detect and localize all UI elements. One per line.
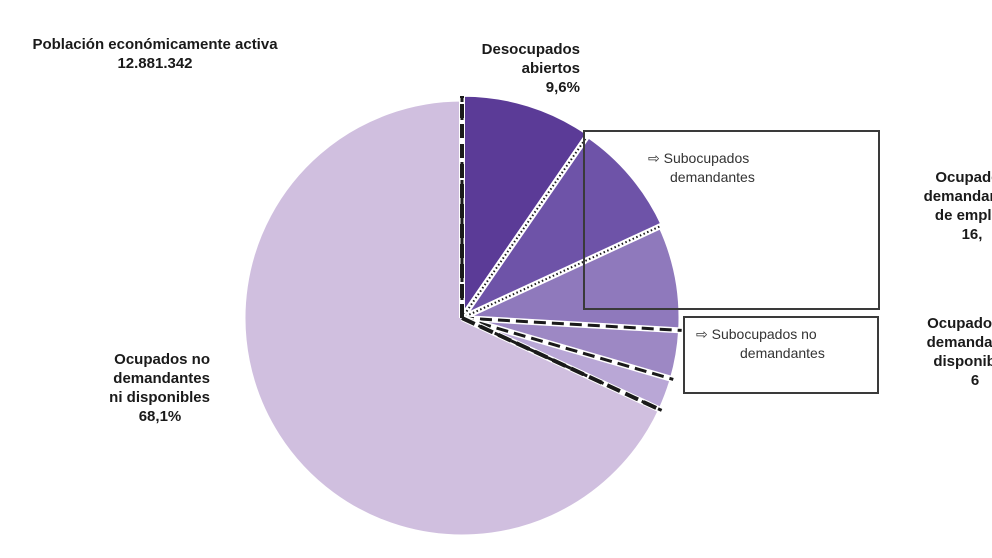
ocupados-demandantes-label: Ocupados demandantes de empleo 16, — [902, 168, 992, 244]
ocu-nodem-pct: 6 — [970, 372, 980, 389]
sub-nodem-line1: Subocupados no — [711, 326, 817, 342]
ocu-dem-line2: demandantes — [923, 188, 992, 205]
ocu-ni-line2: demandantes — [113, 370, 210, 387]
subocupados-no-demandantes-label: ⇨ Subocupados no demandantes — [696, 325, 856, 363]
ocupados-no-demandantes-disponibles-label: Ocupados no demandantes disponibles 6 — [905, 314, 992, 390]
sub-dem-line1: Subocupados — [663, 150, 750, 166]
ocu-ni-pct: 68,1% — [138, 408, 182, 425]
desocupados-label: Desocupados abiertos 9,6% — [440, 40, 580, 97]
ocu-ni-line1: Ocupados no — [114, 351, 210, 368]
desocupados-line1: Desocupados — [481, 41, 580, 58]
pea-title: Población económicamente activa — [32, 36, 278, 53]
slice-separator — [461, 224, 663, 319]
slice-separator-outer — [461, 316, 663, 413]
pea-value: 12.881.342 — [117, 55, 193, 72]
arrow-icon: ⇨ — [696, 326, 708, 342]
pea-label: Población económicamente activa 12.881.3… — [0, 35, 310, 73]
arrow-icon: ⇨ — [648, 150, 660, 166]
ocu-nodem-line1: Ocupados no — [927, 315, 992, 332]
subocupados-demandantes-box — [583, 130, 880, 310]
pie-slice-1 — [461, 93, 590, 319]
sub-dem-line2: demandantes — [670, 169, 755, 185]
slice-separator — [461, 316, 674, 381]
pie-slice-2 — [459, 134, 665, 320]
ocu-dem-pct: 16, — [961, 226, 983, 243]
pie-slice-6 — [242, 98, 662, 538]
ocu-dem-line3: de empleo — [934, 207, 992, 224]
ocu-dem-line1: Ocupados — [935, 169, 992, 186]
sub-nodem-line2: demandantes — [740, 345, 825, 361]
slice-separator — [461, 316, 682, 332]
ocu-nodem-line2: demandantes — [926, 334, 992, 351]
subocupados-demandantes-label: ⇨ Subocupados demandantes — [648, 149, 808, 187]
slice-separator — [461, 136, 588, 319]
ocu-ni-line3: ni disponibles — [109, 389, 210, 406]
subocupados-no-demandantes-box — [683, 316, 879, 394]
desocupados-pct: 9,6% — [545, 79, 580, 96]
ocu-nodem-line3: disponibles — [933, 353, 992, 370]
ocupados-ni-disponibles-label: Ocupados no demandantes ni disponibles 6… — [70, 350, 210, 426]
desocupados-line2: abiertos — [521, 60, 580, 77]
